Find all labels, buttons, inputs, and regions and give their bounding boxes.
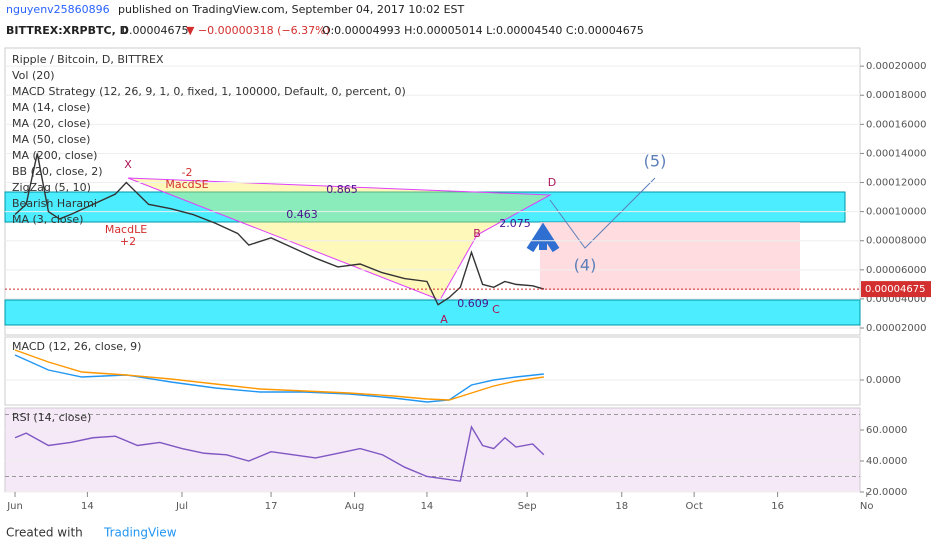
y-tick-label: 0.00014000 xyxy=(866,148,926,159)
x-tick-label: 18 xyxy=(615,501,628,512)
series-line xyxy=(14,153,545,306)
x-tick-label: 17 xyxy=(265,501,278,512)
change: ▼ −0.00000318 (−6.37%) xyxy=(186,24,330,37)
annotation: 0.865 xyxy=(326,183,358,196)
axis: 0.00002000 0.00004000 0.00006000 0.00008000… xyxy=(5,61,926,334)
indicator-label: Vol (20) xyxy=(12,69,55,82)
macd-pane xyxy=(4,336,861,406)
annotation: 0.609 xyxy=(457,297,489,310)
series-line xyxy=(14,354,544,403)
ohlc: O:0.00004993 H:0.00005014 L:0.00004540 C… xyxy=(322,24,644,37)
x-tick-label: 14 xyxy=(81,501,94,512)
annotation: 2.075 xyxy=(499,217,531,230)
x-tick-label: Oct xyxy=(685,501,702,512)
pane-title: MACD (12, 26, close, 9) xyxy=(12,340,141,353)
axis: 60.0000 40.0000 20.0000 Jun 14 Jul 17 Aug 14 Sep 1… xyxy=(5,425,907,512)
indicator-label: Bearish Harami xyxy=(12,197,97,210)
indicator-label: MA (14, close) xyxy=(12,101,90,114)
pane-title: Ripple / Bitcoin, D, BITTREX xyxy=(12,53,164,66)
footer-brand[interactable]: TradingView xyxy=(103,526,177,540)
y-tick-label: 60.0000 xyxy=(866,425,907,436)
symbol: BITTREX:XRPBTC, D xyxy=(6,24,129,37)
y-tick-label: 0.0000 xyxy=(866,375,901,386)
indicator-label: MACD Strategy (12, 26, 9, 1, 0, fixed, 1… xyxy=(12,85,406,98)
series-line xyxy=(14,349,544,401)
axis: 0.0000 xyxy=(5,375,901,386)
annotation: 0.463 xyxy=(286,208,318,221)
x-tick-label: Jul xyxy=(175,501,188,512)
indicator-label: ZigZag (5, 10) xyxy=(12,181,91,194)
annotation: -2 xyxy=(182,166,193,179)
y-tick-label: 0.00006000 xyxy=(866,265,926,276)
annotation: MacdLE xyxy=(105,223,147,236)
last: 0.00004675 xyxy=(122,24,188,37)
y-tick-label: 20.0000 xyxy=(866,487,907,498)
y-tick-label: 0.00008000 xyxy=(866,236,926,247)
indicator-label: MA (50, close) xyxy=(12,133,90,146)
annotation: MacdSE xyxy=(165,178,208,191)
rsi-band xyxy=(5,408,860,492)
annotation: X xyxy=(124,158,132,171)
annotation: (5) xyxy=(644,152,667,171)
wave xyxy=(549,177,656,249)
footer: Created with TradingView xyxy=(6,526,177,540)
annotation: D xyxy=(548,176,556,189)
indicator-label: MA (20, close) xyxy=(12,117,90,130)
y-tick-label: 0.00004000 xyxy=(866,294,926,305)
y-tick-label: 0.00012000 xyxy=(866,178,926,189)
y-tick-label: 0.00010000 xyxy=(866,207,926,218)
series-line xyxy=(14,425,545,482)
author[interactable]: nguyenv25860896 xyxy=(6,3,110,16)
x-tick-label: 14 xyxy=(421,501,434,512)
footer-created: Created with xyxy=(6,526,83,540)
published: published on TradingView.com, September … xyxy=(118,3,465,16)
y-tick-label: 40.0000 xyxy=(866,456,907,467)
zone xyxy=(540,222,800,290)
x-tick-label: Jun xyxy=(6,501,23,512)
zone xyxy=(4,299,861,326)
x-tick-label: No xyxy=(860,501,874,512)
pane-title: RSI (14, close) xyxy=(12,411,91,424)
last-price-label: 0.00004675 xyxy=(865,284,925,295)
indicator-label: MA (3, close) xyxy=(12,213,83,226)
x-tick-label: Sep xyxy=(518,501,537,512)
last-price-box xyxy=(861,281,931,298)
y-tick-label: 0.00018000 xyxy=(866,90,926,101)
y-tick-label: 0.00020000 xyxy=(866,61,926,72)
indicator-label: BB (20, close, 2) xyxy=(12,165,103,178)
indicator-label: MA (200, close) xyxy=(12,149,97,162)
y-tick-label: 0.00016000 xyxy=(866,119,926,130)
annotation: C xyxy=(492,303,500,316)
y-tick-label: 0.00002000 xyxy=(866,323,926,334)
arrow xyxy=(526,222,560,253)
annotation: A xyxy=(440,313,448,326)
annotation: +2 xyxy=(120,235,136,248)
pattern xyxy=(127,177,552,301)
x-tick-label: 16 xyxy=(771,501,784,512)
zone xyxy=(4,191,846,223)
x-tick-label: Aug xyxy=(345,501,365,512)
annotation: (4) xyxy=(574,256,597,275)
annotation: B xyxy=(473,227,481,240)
